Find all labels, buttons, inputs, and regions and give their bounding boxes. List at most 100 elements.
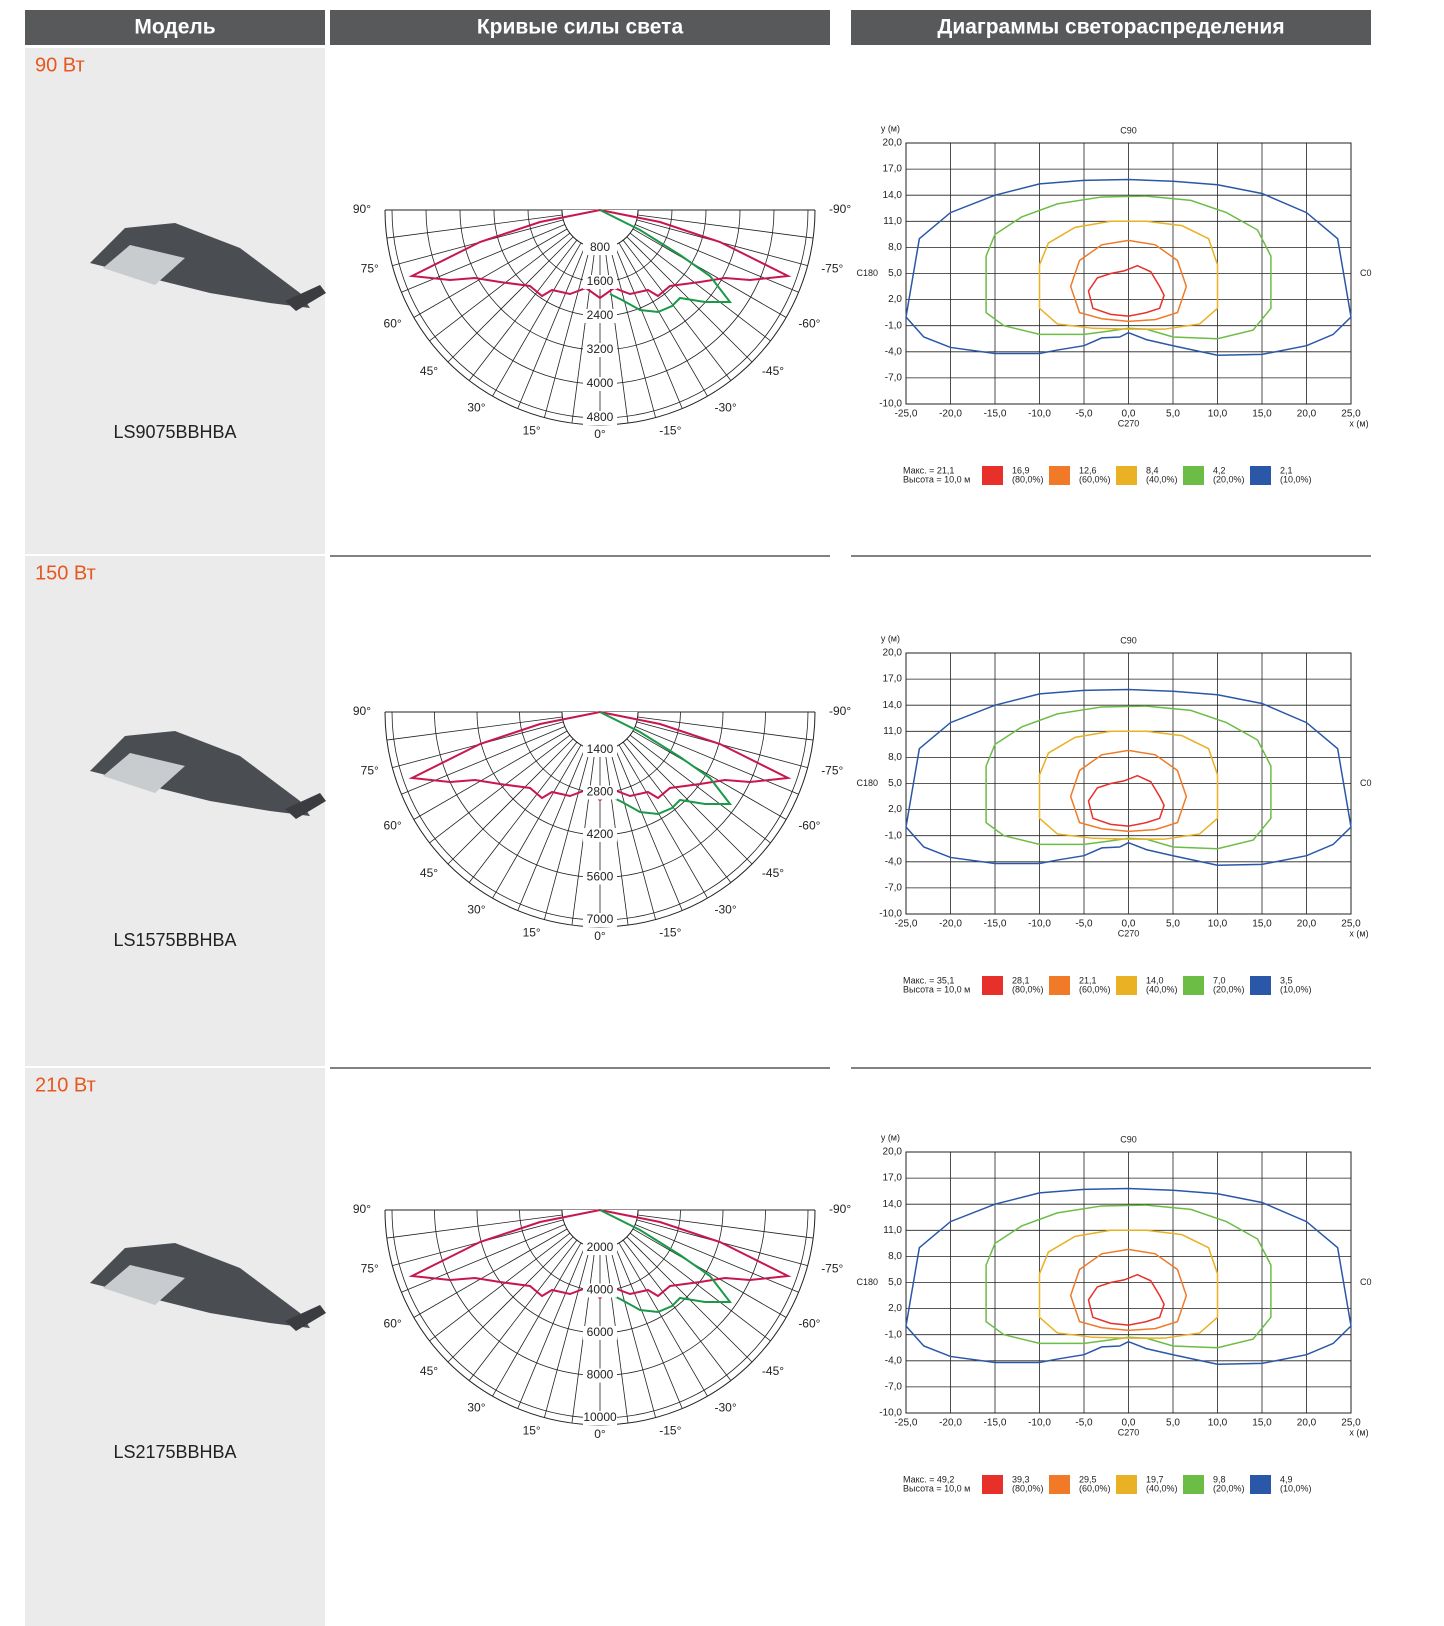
ring-label-bg (583, 785, 617, 800)
legend-percent: (40,0%) (1146, 1483, 1178, 1493)
polar-radial (634, 726, 799, 795)
x-tick-label: 15,0 (1252, 409, 1272, 420)
angle-label: -60° (798, 819, 820, 833)
y-tick-label: 20,0 (883, 648, 903, 659)
polar-curve (599, 711, 733, 816)
polar-radial (632, 1228, 787, 1318)
isolux-contour (1069, 749, 1188, 833)
legend-swatch (982, 466, 1003, 485)
polar-radial (609, 246, 657, 418)
polar-radial (629, 1232, 771, 1342)
angle-label: 60° (384, 317, 402, 331)
polar-radial (413, 228, 568, 318)
legend-value: 14,0 (1146, 975, 1164, 985)
legend-value: 29,5 (1079, 1474, 1097, 1484)
y-tick-label: 2,0 (888, 1303, 902, 1314)
lamp-arm (285, 285, 326, 311)
isolux-contour (1069, 239, 1188, 323)
legend-percent: (10,0%) (1280, 1483, 1312, 1493)
ring-label: 800 (590, 240, 610, 254)
legend-value: 3,5 (1280, 975, 1293, 985)
angle-label: 60° (384, 1317, 402, 1331)
isolux-contour (985, 705, 1272, 850)
axis-label: x (м) (1349, 418, 1368, 428)
polar-radial (618, 1242, 708, 1397)
axis-label: y (м) (881, 633, 900, 643)
header-cell (25, 10, 325, 45)
lamp-lens (103, 753, 185, 793)
polar-radial (447, 738, 574, 865)
x-tick-label: -5,0 (1075, 919, 1093, 930)
angle-label: 45° (420, 364, 438, 378)
polar-radial (637, 214, 814, 239)
header-title: Диаграммы светораспределения (937, 16, 1284, 39)
legend-value: 8,4 (1146, 465, 1159, 475)
polar-radial (468, 1239, 578, 1381)
x-tick-label: 20,0 (1297, 1418, 1317, 1429)
model: LS9075BBHBA (113, 422, 236, 442)
polar-radial (634, 224, 799, 293)
y-tick-label: 8,0 (888, 752, 902, 763)
y-tick-label: -1,0 (885, 830, 903, 841)
legend-percent: (40,0%) (1146, 474, 1178, 484)
polar-curve (599, 1209, 733, 1314)
ring-label-bg (583, 377, 617, 391)
y-tick-label: -1,0 (885, 320, 903, 331)
direction-label: C180 (856, 268, 878, 278)
polar-radial (492, 242, 582, 397)
y-tick-label: 5,0 (888, 1277, 902, 1288)
ring-label: 1600 (587, 274, 614, 288)
polar-radial (622, 741, 732, 883)
polar-radial (447, 1236, 574, 1363)
x-tick-label: 5,0 (1166, 1418, 1180, 1429)
legend-swatch (1183, 1475, 1204, 1494)
ring-label-bg (583, 411, 617, 425)
polar-radial (429, 734, 571, 844)
x-tick-label: -20,0 (939, 409, 962, 420)
x-tick-label: 0,0 (1122, 1418, 1136, 1429)
polar-radial (517, 244, 586, 409)
x-tick-label: 5,0 (1166, 409, 1180, 420)
axis-label: y (м) (881, 1132, 900, 1142)
x-tick-label: 25,0 (1341, 409, 1361, 420)
ring-label-bg (583, 343, 617, 357)
angle-label: 0° (594, 427, 606, 441)
model-cell (25, 1068, 325, 1626)
legend-value: 4,2 (1213, 465, 1226, 475)
y-tick-label: -10,0 (879, 909, 902, 920)
polar-radial (618, 242, 708, 397)
polar-curve (599, 209, 733, 314)
legend-percent: (20,0%) (1213, 474, 1245, 484)
angle-label: 30° (467, 902, 485, 916)
y-tick-label: -4,0 (885, 346, 903, 357)
polar-radial (634, 1224, 799, 1293)
legend-percent: (80,0%) (1012, 984, 1044, 994)
ring-label: 1400 (587, 742, 614, 756)
x-tick-label: -20,0 (939, 1418, 962, 1429)
y-tick-label: 14,0 (883, 190, 903, 201)
polar-radial (543, 748, 591, 920)
direction-label: C270 (1118, 418, 1140, 428)
x-tick-label: -15,0 (984, 1418, 1007, 1429)
angle-label: 75° (361, 261, 379, 275)
lamp-body (90, 1243, 310, 1328)
legend-percent: (60,0%) (1079, 984, 1111, 994)
x-tick-label: -25,0 (895, 1418, 918, 1429)
polar-radial (517, 746, 586, 911)
ring-label-bg (583, 743, 617, 757)
y-tick-label: -4,0 (885, 856, 903, 867)
polar-radial (413, 730, 568, 820)
polar-radial (629, 232, 771, 342)
header-title: Кривые силы света (477, 16, 684, 39)
direction-label: C0 (1360, 778, 1372, 788)
ring-label-bg (583, 309, 617, 323)
y-tick-label: -1,0 (885, 1329, 903, 1340)
y-tick-label: -7,0 (885, 1382, 903, 1393)
polar-radial (632, 730, 787, 820)
angle-label: -30° (715, 1400, 737, 1414)
angle-label: -15° (659, 925, 681, 939)
ring-label-bg (583, 275, 617, 289)
legend-swatch (1049, 976, 1070, 995)
ring-label-bg (583, 241, 617, 255)
polar-radial (468, 239, 578, 381)
